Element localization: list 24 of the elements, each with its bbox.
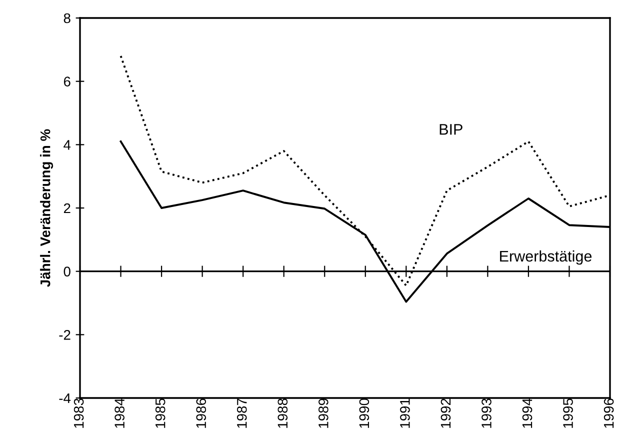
x-tick-label: 1993 — [482, 398, 492, 428]
x-tick-label: 1986 — [196, 398, 206, 428]
series-label: Erwerbstätige — [500, 250, 592, 265]
y-tick-label: -2 — [59, 330, 70, 340]
y-tick-label: 8 — [64, 13, 70, 24]
x-tick-label: 1987 — [236, 398, 247, 428]
y-tick-label: -4 — [59, 393, 71, 404]
y-tick-label: 2 — [64, 203, 70, 214]
text: BIP — [440, 124, 462, 135]
x-tick-label: 1990 — [359, 398, 370, 428]
x-tick-label: 1983 — [74, 398, 84, 428]
y-tick-label: 6 — [64, 76, 70, 87]
x-tick-label: 1991 — [400, 398, 410, 428]
y-tick-label: 4 — [64, 140, 71, 150]
x-tick-label: 1988 — [278, 398, 288, 428]
x-tick-label: 1992 — [440, 398, 451, 428]
x-tick-label: 1995 — [563, 398, 573, 428]
x-tick-label: 1989 — [318, 398, 328, 428]
x-tick-label: 1996 — [604, 398, 614, 428]
y-axis-title: Jährl. Veränderung in % — [40, 129, 54, 287]
y-tick-label: 0 — [64, 266, 70, 277]
x-tick-label: 1985 — [155, 398, 166, 428]
x-tick-label: 1984 — [114, 398, 124, 428]
x-tick-label: 1994 — [522, 398, 532, 428]
